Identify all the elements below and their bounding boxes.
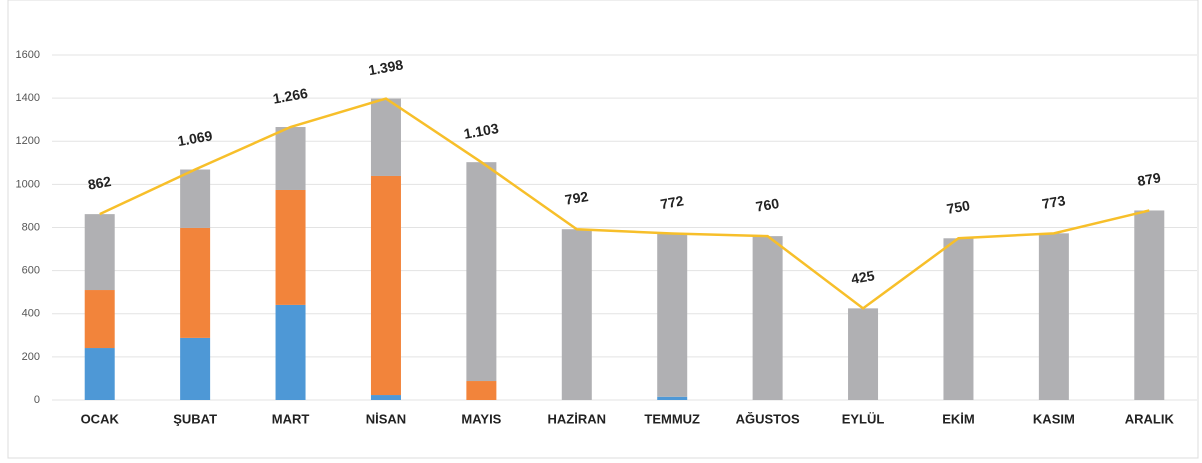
- bar-segment: [848, 308, 879, 400]
- x-tick-label: AĞUSTOS: [736, 411, 800, 426]
- bar-segment: [180, 169, 211, 228]
- x-tick-label: ŞUBAT: [173, 411, 217, 426]
- total-line: [99, 97, 1150, 310]
- y-tick-label: 1200: [16, 135, 40, 147]
- x-tick-label: MAYIS: [461, 411, 501, 426]
- bar-segment: [180, 227, 211, 338]
- bar-segment: [466, 381, 497, 400]
- x-tick-label: MART: [272, 411, 310, 426]
- y-tick-label: 200: [22, 351, 40, 363]
- bar-segment: [275, 304, 306, 400]
- x-tick-label: NİSAN: [366, 411, 406, 426]
- frame: [7, 0, 1199, 459]
- y-tick-label: 400: [22, 308, 40, 320]
- bar-segment: [180, 337, 211, 400]
- bar-segment: [752, 236, 783, 400]
- value-label: 773: [1041, 192, 1067, 212]
- x-tick-label: OCAK: [81, 411, 120, 426]
- bar-segment: [370, 98, 401, 176]
- bar-segment: [657, 396, 688, 400]
- bar-segment: [1134, 210, 1165, 400]
- value-label: 1.069: [176, 127, 213, 149]
- bar-segment: [275, 127, 306, 190]
- bar-segment: [561, 229, 592, 400]
- x-tick-label: HAZİRAN: [548, 411, 607, 426]
- value-label: 862: [87, 173, 113, 193]
- value-label: 879: [1136, 169, 1162, 189]
- value-label: 1.266: [272, 85, 309, 107]
- y-tick-label: 800: [22, 221, 40, 233]
- bar-segment: [370, 175, 401, 396]
- value-label: 792: [564, 188, 590, 208]
- bar-segment: [84, 348, 115, 400]
- bar-segment: [1038, 233, 1069, 400]
- x-tick-label: KASIM: [1033, 411, 1075, 426]
- x-tick-label: ARALIK: [1125, 411, 1175, 426]
- value-label: 425: [850, 267, 876, 287]
- x-tick-label: TEMMUZ: [644, 411, 700, 426]
- value-label: 1.398: [367, 56, 404, 78]
- value-label: 1.103: [463, 120, 500, 142]
- y-tick-label: 600: [22, 265, 40, 277]
- bar-segment: [84, 214, 115, 291]
- value-label: 772: [659, 192, 685, 212]
- bar-segment: [466, 162, 497, 382]
- y-tick-label: 1600: [16, 49, 40, 61]
- bar-segment: [275, 189, 306, 305]
- y-tick-label: 1400: [16, 92, 40, 104]
- bar-segment: [84, 290, 115, 349]
- y-tick-label: 0: [34, 394, 40, 406]
- x-tick-label: EYLÜL: [842, 411, 885, 426]
- bar-segment: [943, 238, 974, 400]
- value-label: 760: [755, 195, 781, 215]
- y-tick-label: 1000: [16, 178, 40, 190]
- x-tick-label: EKİM: [942, 411, 975, 426]
- bar-segment: [657, 233, 688, 397]
- bar-segment: [370, 395, 401, 400]
- value-label: 750: [945, 197, 971, 217]
